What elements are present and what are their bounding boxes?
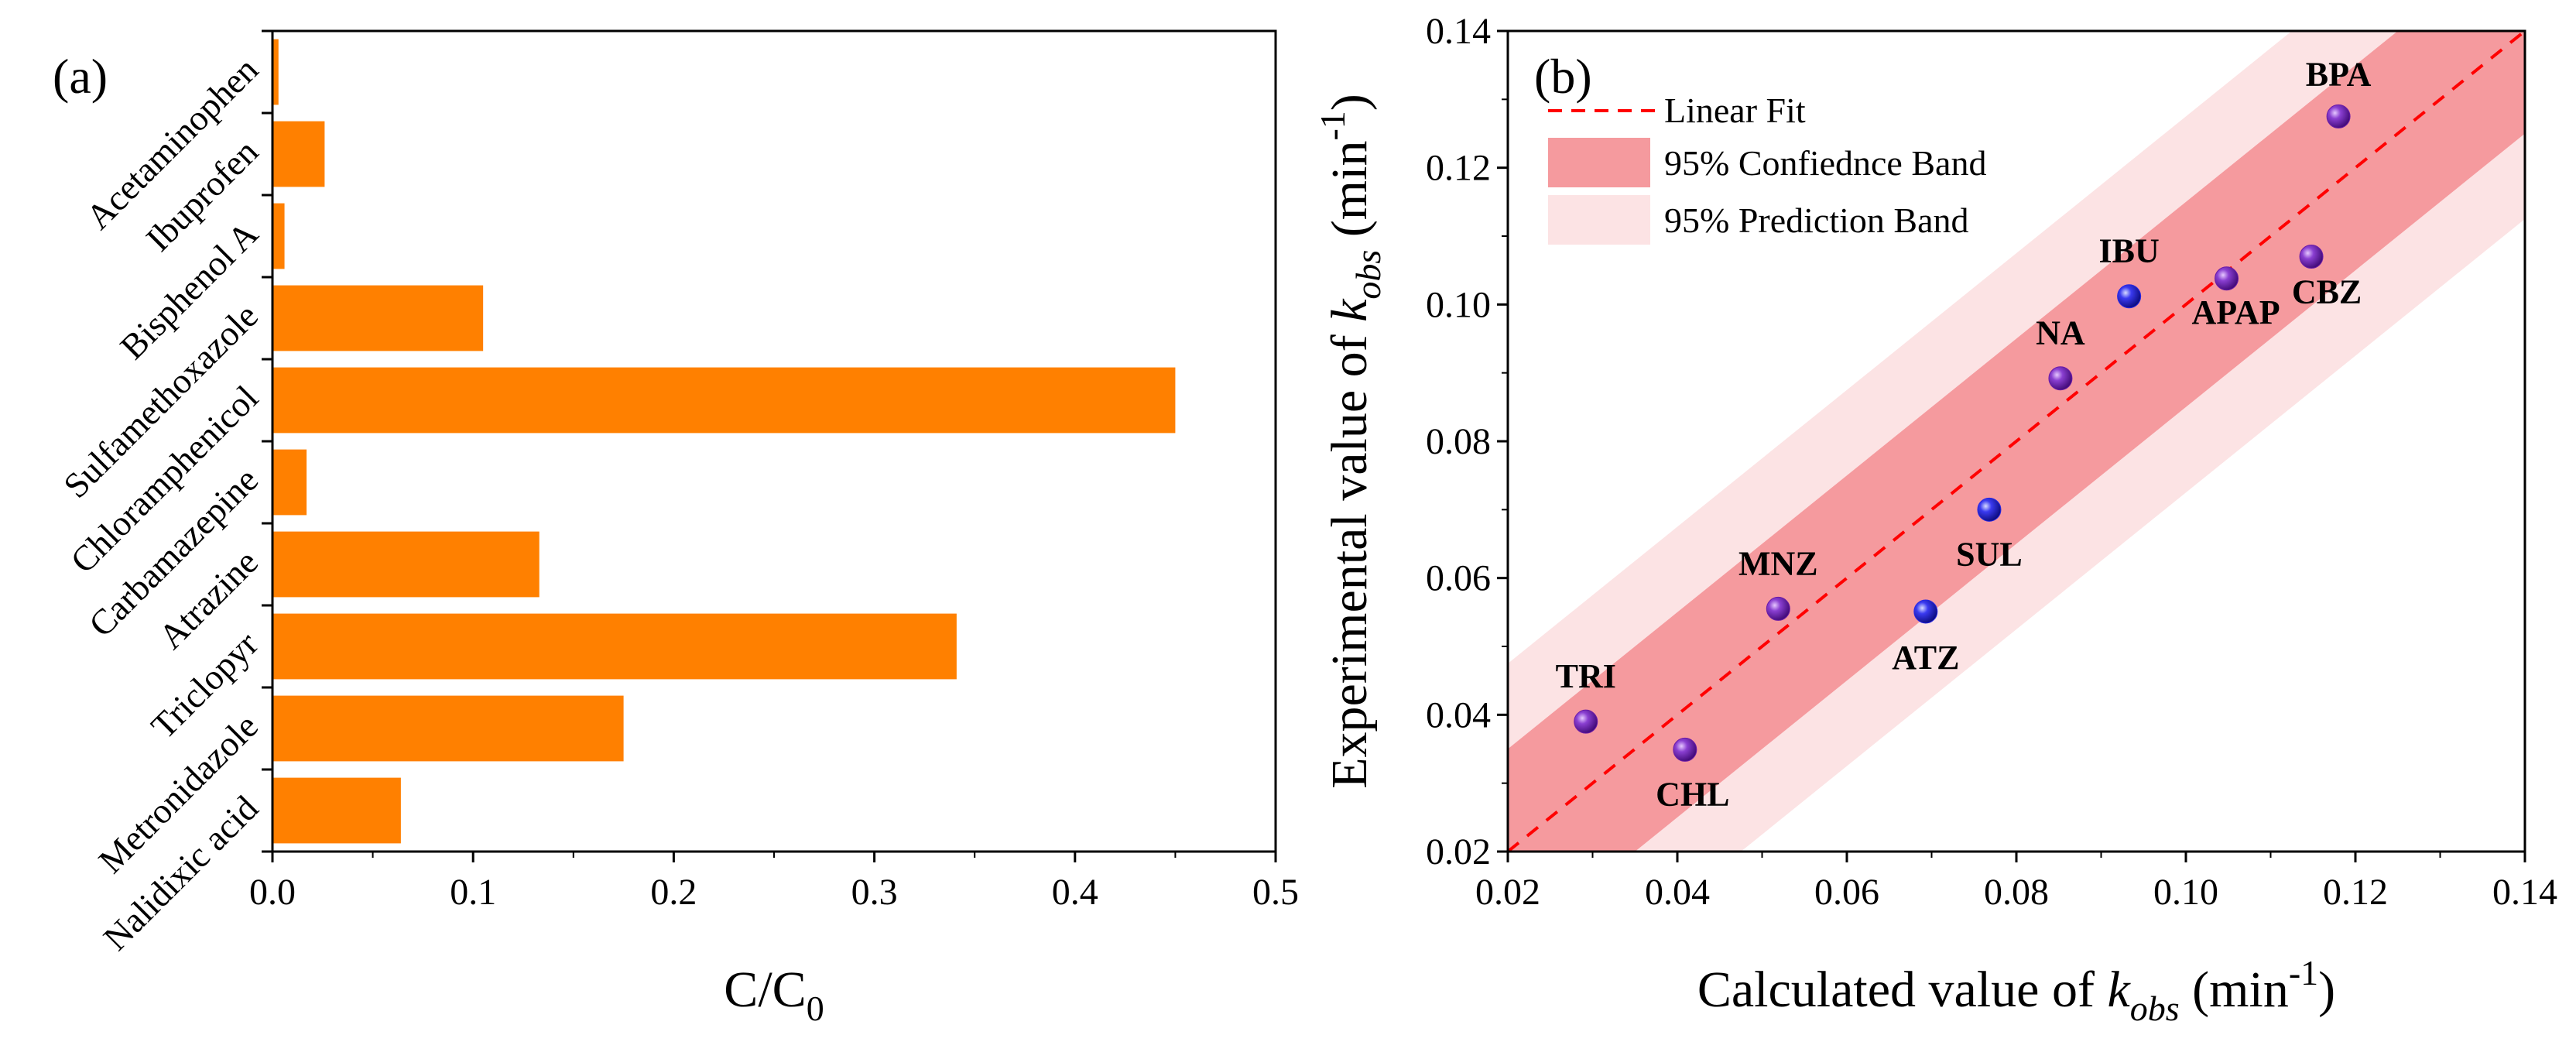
point-label-chl: CHL [1656,775,1729,813]
panel-a-bar-chart: 0.0 0.1 0.2 0.3 0.4 0.5 AcetaminophenIbuprofe… [53,29,1299,1028]
x-tick-label: 0.02 [1475,872,1540,913]
point-label-sul: SUL [1956,535,2023,573]
bar-chloramphenicol [272,367,1176,434]
y-tick-label: 0.12 [1426,148,1491,189]
linear-fit-line [1508,31,2525,852]
bar-nalidixic-acid [272,777,401,844]
x-tick-label: 0.5 [1252,872,1299,913]
legend-label-prediction-band: 95% Prediction Band [1664,201,1969,240]
x-tick-label: 0.04 [1645,872,1710,913]
point-label-cbz: CBZ [2292,273,2362,311]
panel-b-y-axis-title: Experimental value of kobs (min-1) [1313,94,1388,789]
x-tick-label: 0.06 [1814,872,1879,913]
x-tick-label: 0.3 [851,872,898,913]
x-tick-label: 0.12 [2323,872,2388,913]
y-tick-label: 0.04 [1426,694,1491,735]
point-label-apap: APAP [2192,293,2280,331]
point-bpa [2326,104,2351,129]
bar-triclopyr [272,613,957,680]
point-apap [2215,266,2239,291]
point-label-atz: ATZ [1892,639,1959,677]
legend-label-confidence-band: 95% Confiednce Band [1664,143,1986,183]
y-tick-label: 0.02 [1426,831,1491,872]
y-tick-label: 0.06 [1426,558,1491,599]
bar-sulfamethoxazole [272,285,484,351]
x-tick-label: 0.4 [1052,872,1098,913]
y-tick-label: 0.08 [1426,421,1491,462]
x-tick-label: 0.08 [1984,872,2049,913]
panel-b-scatter-chart: BPA IBU APAP CBZ NA SUL ATZ MNZ TRI CHL 0.02 0.04 0… [1313,11,2557,1028]
legend-swatch-prediction-band [1548,195,1650,245]
panel-a-x-axis-title: C/C0 [724,961,824,1028]
x-tick-label: 0.0 [249,872,296,913]
bar-atrazine [272,531,540,598]
panel-b-x-axis-title: Calculated value of kobs (min-1) [1697,953,2335,1028]
x-tick-label: 0.14 [2492,872,2557,913]
legend-label-linear-fit: Linear Fit [1664,91,1806,130]
x-tick-label: 0.10 [2153,872,2218,913]
bar-acetaminophen [272,39,279,105]
point-label-bpa: BPA [2306,55,2372,93]
point-chl [1673,737,1697,762]
bar-bisphenol-a [272,203,285,269]
legend-swatch-confidence-band [1548,138,1650,187]
x-tick-label: 0.1 [450,872,496,913]
point-ibu [2117,284,2142,309]
bar-metronidazole [272,695,624,762]
point-tri [1574,709,1598,734]
y-tick-label: 0.14 [1426,11,1491,52]
x-tick-label: 0.2 [650,872,697,913]
point-label-tri: TRI [1556,657,1616,695]
point-label-mnz: MNZ [1738,544,1818,582]
panel-b-label: (b) [1534,49,1592,104]
point-label-ibu: IBU [2099,232,2160,270]
bar-ibuprofen [272,121,325,187]
point-na [2048,366,2073,391]
point-cbz [2299,245,2324,269]
y-tick-label: 0.10 [1426,284,1491,325]
point-atz [1913,599,1938,624]
legend: Linear Fit 95% Confiednce Band 95% Predi… [1548,91,1986,245]
bar-carbamazepine [272,449,307,516]
point-label-na: NA [2036,314,2085,352]
point-sul [1977,497,2002,522]
point-mnz [1766,596,1790,621]
panel-a-label: (a) [53,49,108,104]
